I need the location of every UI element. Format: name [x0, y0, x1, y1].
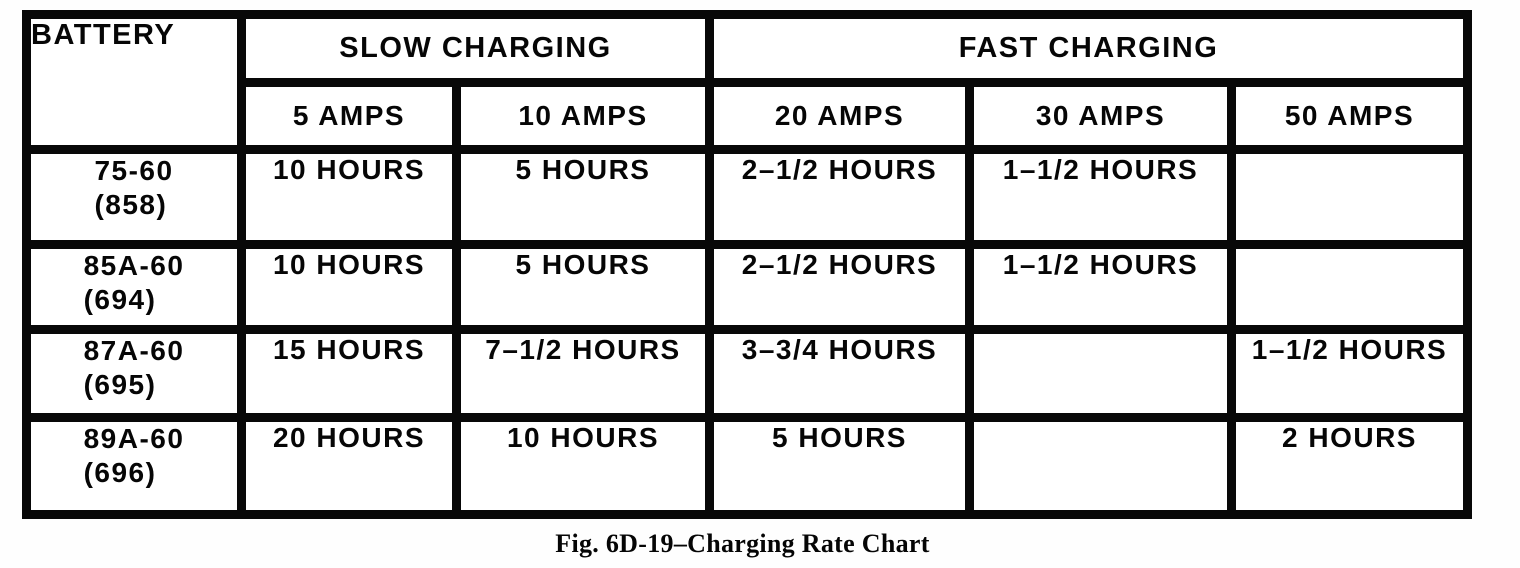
charging-rate-table: BATTERY SLOW CHARGING FAST CHARGING 5 AM…: [22, 10, 1473, 519]
table-header-amps-row: 5 AMPS 10 AMPS 20 AMPS 30 AMPS 50 AMPS: [27, 78, 1473, 154]
column-header-10-amps: 10 AMPS: [452, 78, 714, 154]
figure-caption: Fig. 6D-19–Charging Rate Chart: [555, 529, 930, 558]
battery-model-name: 75-60: [94, 155, 174, 186]
column-header-5-amps: 5 AMPS: [237, 78, 461, 154]
battery-model: 87A-60 (695): [84, 334, 185, 401]
charge-time-cell: 5 HOURS: [452, 145, 714, 249]
column-header-20-amps: 20 AMPS: [705, 78, 974, 154]
battery-part-number: (696): [83, 456, 157, 488]
battery-model-cell: 85A-60 (694): [22, 240, 246, 334]
charge-time-cell: 10 HOURS: [452, 413, 714, 519]
battery-model-cell: 89A-60 (696): [22, 413, 246, 519]
charge-time-cell: 7–1/2 HOURS: [452, 325, 714, 422]
battery-model-name: 85A-60: [83, 250, 185, 281]
slow-charging-group-header: SLOW CHARGING: [237, 10, 714, 87]
charge-time-cell: 1–1/2 HOURS: [965, 145, 1236, 249]
table-header-group-row: BATTERY SLOW CHARGING FAST CHARGING: [22, 10, 1473, 154]
charge-time-cell: 3–3/4 HOURS: [705, 325, 974, 422]
battery-model-name: 87A-60: [83, 335, 185, 366]
battery-model-name: 89A-60: [83, 423, 185, 454]
battery-part-number: (694): [83, 283, 157, 315]
charge-time-cell: 20 HOURS: [237, 413, 461, 519]
charge-time-cell: 1–1/2 HOURS: [965, 240, 1236, 334]
fast-charging-group-header: FAST CHARGING: [704, 10, 1473, 87]
battery-model-cell: 87A-60 (695): [22, 325, 246, 422]
battery-model: 85A-60 (694): [84, 249, 185, 316]
charge-time-cell: 10 HOURS: [237, 145, 461, 249]
charge-time-cell-empty: [965, 413, 1236, 519]
table-row: 89A-60 (696) 20 HOURS 10 HOURS 5 HOURS 2…: [22, 413, 1473, 519]
table-row: 75-60 (858) 10 HOURS 5 HOURS 2–1/2 HOURS…: [22, 145, 1473, 249]
battery-model-cell: 75-60 (858): [22, 145, 246, 249]
column-header-50-amps: 50 AMPS: [1226, 78, 1473, 154]
battery-model: 75-60 (858): [94, 154, 173, 221]
charge-time-cell: 5 HOURS: [705, 413, 974, 519]
charge-time-cell: 2–1/2 HOURS: [705, 145, 974, 249]
charge-time-cell: 5 HOURS: [452, 240, 714, 334]
battery-model: 89A-60 (696): [84, 422, 185, 489]
charge-time-cell-empty: [1226, 145, 1473, 249]
charge-time-cell-empty: [965, 325, 1236, 422]
charge-time-cell: 1–1/2 HOURS: [1226, 325, 1473, 422]
battery-part-number: (695): [83, 368, 157, 400]
charge-time-cell: 2–1/2 HOURS: [705, 240, 974, 334]
column-header-30-amps: 30 AMPS: [965, 78, 1236, 154]
charge-time-cell-empty: [1226, 240, 1473, 334]
charge-time-cell: 10 HOURS: [237, 240, 461, 334]
battery-column-header: BATTERY: [22, 10, 246, 154]
table-row: 85A-60 (694) 10 HOURS 5 HOURS 2–1/2 HOUR…: [22, 240, 1473, 334]
charge-time-cell: 15 HOURS: [237, 325, 461, 422]
battery-part-number: (858): [94, 188, 168, 220]
charge-time-cell: 2 HOURS: [1226, 413, 1473, 519]
table-row: 87A-60 (695) 15 HOURS 7–1/2 HOURS 3–3/4 …: [22, 325, 1473, 422]
